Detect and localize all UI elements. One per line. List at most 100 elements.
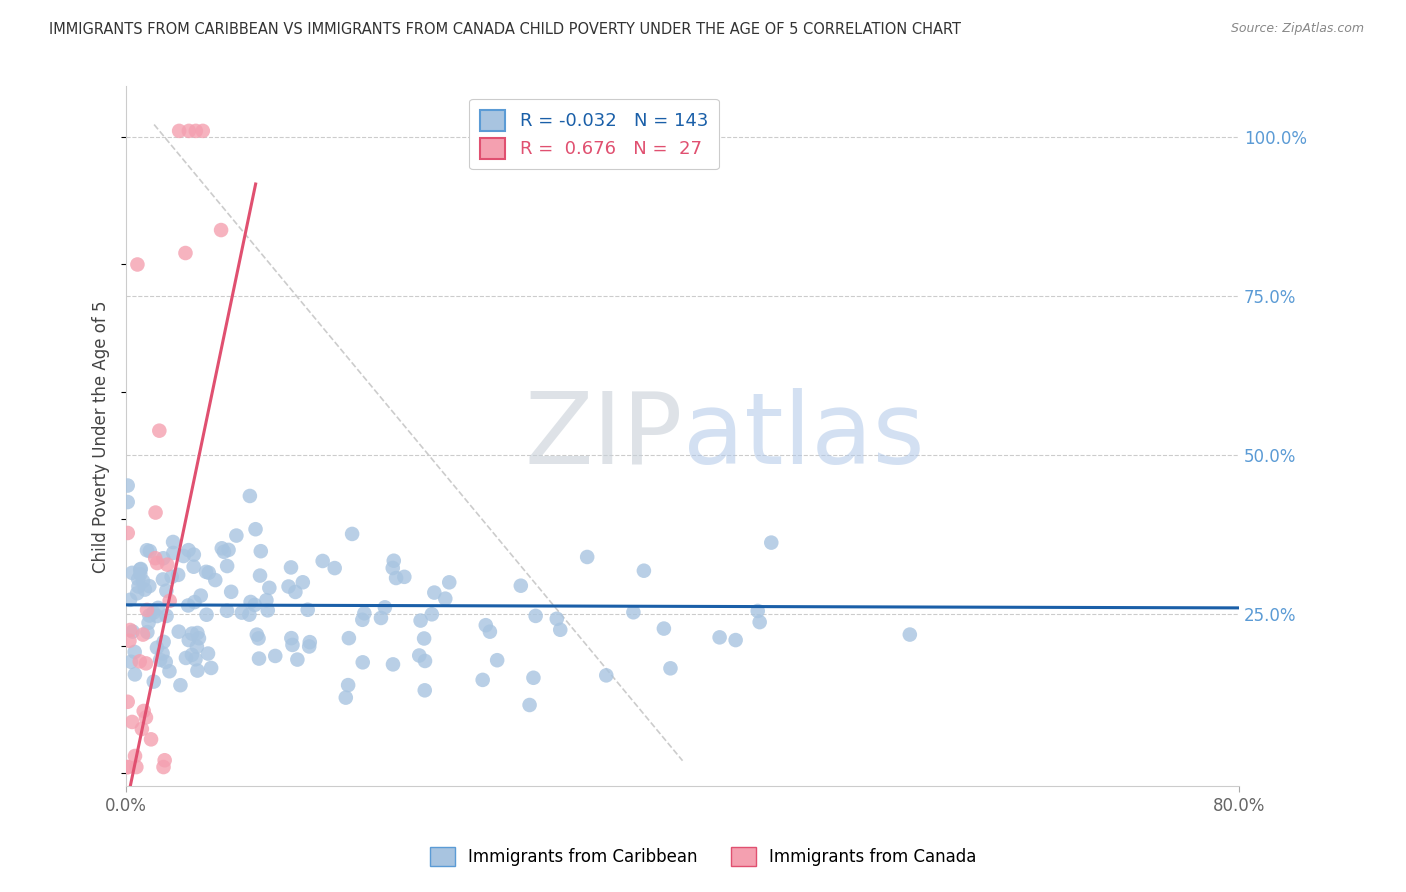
Point — [127, 586, 149, 600]
Point — [239, 595, 262, 609]
Point — [217, 559, 239, 574]
Point — [132, 627, 155, 641]
Point — [413, 654, 436, 668]
Point — [238, 607, 260, 622]
Point — [486, 653, 509, 667]
Point — [249, 568, 271, 582]
Point — [145, 506, 167, 520]
Point — [509, 579, 531, 593]
Point — [186, 626, 208, 640]
Point — [136, 625, 159, 640]
Point — [132, 574, 155, 588]
Point — [576, 549, 599, 564]
Point — [124, 749, 146, 764]
Point — [200, 661, 222, 675]
Point — [124, 667, 146, 681]
Point — [197, 566, 219, 580]
Point — [524, 608, 547, 623]
Text: atlas: atlas — [682, 388, 924, 484]
Point — [162, 546, 184, 560]
Y-axis label: Child Poverty Under the Age of 5: Child Poverty Under the Age of 5 — [93, 300, 110, 573]
Point — [186, 640, 208, 654]
Point — [139, 544, 162, 558]
Point — [152, 646, 174, 660]
Point — [132, 704, 155, 718]
Point — [243, 598, 266, 612]
Point — [184, 124, 207, 138]
Point — [177, 543, 200, 558]
Point — [159, 594, 181, 608]
Point — [117, 760, 139, 774]
Point — [177, 599, 200, 613]
Point — [118, 633, 141, 648]
Point — [323, 561, 346, 575]
Point — [143, 551, 166, 566]
Point — [218, 542, 240, 557]
Point — [129, 562, 152, 576]
Text: ZIP: ZIP — [524, 388, 682, 484]
Point — [311, 554, 333, 568]
Point — [337, 631, 360, 645]
Point — [284, 585, 307, 599]
Point — [423, 585, 446, 599]
Point — [136, 543, 159, 558]
Point — [152, 635, 174, 649]
Point — [413, 632, 436, 646]
Point — [155, 608, 177, 623]
Point — [471, 673, 494, 687]
Point — [724, 633, 747, 648]
Point — [135, 710, 157, 724]
Point — [174, 246, 197, 260]
Point — [127, 258, 149, 272]
Point — [434, 591, 457, 606]
Point — [337, 678, 360, 692]
Point — [249, 544, 271, 558]
Point — [153, 753, 176, 767]
Point — [385, 571, 408, 585]
Point — [548, 623, 571, 637]
Point — [298, 640, 321, 654]
Point — [155, 583, 177, 598]
Point — [659, 661, 682, 675]
Point — [197, 647, 219, 661]
Point — [408, 648, 430, 663]
Point — [246, 627, 269, 641]
Point — [335, 690, 357, 705]
Point — [129, 562, 152, 576]
Point — [211, 541, 233, 556]
Point — [120, 623, 142, 637]
Point — [160, 570, 183, 584]
Point — [159, 665, 181, 679]
Point — [117, 695, 139, 709]
Point — [128, 654, 150, 668]
Point — [280, 631, 302, 645]
Point — [297, 603, 319, 617]
Legend: R = -0.032   N = 143, R =  0.676   N =  27: R = -0.032 N = 143, R = 0.676 N = 27 — [470, 99, 718, 169]
Point — [183, 595, 205, 609]
Point — [152, 573, 174, 587]
Point — [898, 627, 921, 641]
Point — [225, 528, 247, 542]
Point — [184, 652, 207, 666]
Point — [181, 626, 204, 640]
Point — [621, 605, 644, 619]
Point — [215, 604, 238, 618]
Point — [162, 535, 184, 549]
Point — [195, 565, 218, 579]
Point — [152, 551, 174, 566]
Point — [156, 558, 179, 572]
Point — [190, 589, 212, 603]
Point — [209, 223, 232, 237]
Text: Source: ZipAtlas.com: Source: ZipAtlas.com — [1230, 22, 1364, 36]
Point — [117, 495, 139, 509]
Point — [413, 683, 436, 698]
Point — [131, 722, 153, 736]
Point — [136, 603, 159, 617]
Point — [298, 635, 321, 649]
Point — [748, 615, 770, 629]
Point — [183, 559, 205, 574]
Point — [340, 527, 363, 541]
Point — [633, 564, 655, 578]
Point — [125, 760, 148, 774]
Point — [259, 581, 281, 595]
